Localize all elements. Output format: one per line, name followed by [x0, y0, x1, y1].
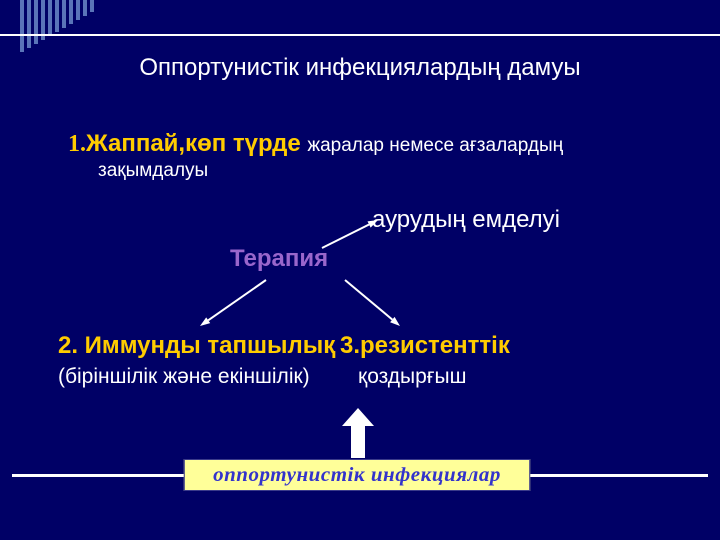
point-1: 1.Жаппай,көп түрде жаралар немесе ағзала… — [68, 130, 668, 159]
decorative-bars — [20, 0, 94, 52]
point-3-sub: қоздырғыш — [358, 365, 466, 389]
point-1-sub2: зақымдалуы — [98, 160, 208, 182]
treatment-label: аурудың емделуі — [372, 206, 560, 234]
point-2-sub: (біріншілік және екіншілік) — [58, 365, 310, 389]
therapy-label: Терапия — [230, 245, 328, 273]
badge-opportunistic: оппортунистік инфекциялар — [184, 459, 531, 491]
top-horizontal-line — [0, 34, 720, 36]
slide: Оппортунистік инфекциялардың дамуы 1.Жап… — [0, 0, 720, 540]
point-2: 2. Иммунды тапшылық — [58, 332, 335, 360]
slide-title: Оппортунистік инфекциялардың дамуы — [0, 54, 720, 82]
point-1-main: Жаппай,көп түрде — [86, 130, 301, 157]
point-1-sub1: жаралар немесе ағзалардың — [307, 135, 563, 156]
point-1-number: 1. — [68, 131, 86, 157]
point-3: 3.резистенттік — [340, 332, 510, 360]
